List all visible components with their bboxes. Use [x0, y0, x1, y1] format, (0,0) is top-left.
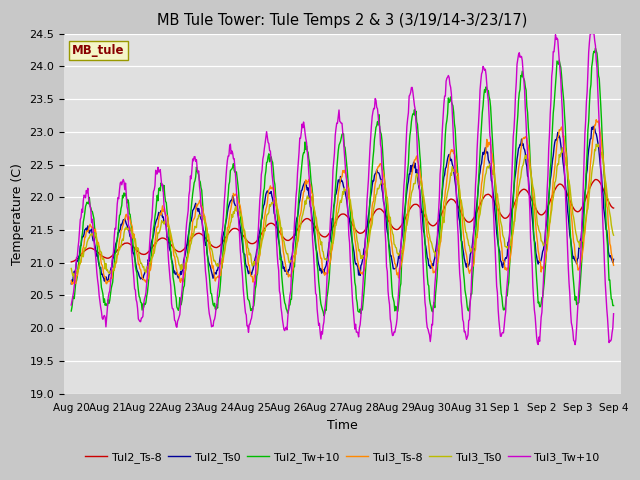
Text: MB_tule: MB_tule: [72, 44, 125, 58]
Tul3_Tw+10: [217, 256, 225, 262]
Tul2_Ts0: [67, 281, 75, 287]
Tul3_Ts0: [595, 141, 602, 147]
Tul2_Ts0: [408, 162, 416, 168]
Tul3_Ts0: [78, 252, 86, 258]
Tul3_Tw+10: [77, 215, 85, 220]
Tul3_Ts0: [189, 231, 196, 237]
Tul3_Tw+10: [133, 300, 141, 305]
Tul2_Tw+10: [77, 242, 85, 248]
Tul3_Ts-8: [425, 242, 433, 248]
Tul2_Ts0: [133, 267, 141, 273]
Tul3_Ts-8: [409, 165, 417, 170]
Tul2_Ts-8: [133, 248, 141, 253]
Tul3_Ts0: [70, 277, 78, 283]
Tul3_Tw+10: [572, 342, 579, 348]
Tul2_Tw+10: [188, 198, 196, 204]
Tul3_Ts-8: [593, 117, 600, 122]
Tul3_Ts0: [67, 265, 75, 271]
Tul2_Ts-8: [188, 235, 196, 241]
Tul2_Ts-8: [408, 203, 416, 209]
Tul3_Ts-8: [67, 278, 75, 284]
Tul3_Tw+10: [67, 302, 75, 308]
Tul3_Ts-8: [189, 219, 196, 225]
Tul3_Ts-8: [68, 281, 76, 287]
Tul3_Ts-8: [78, 252, 86, 258]
Tul2_Ts-8: [591, 177, 599, 182]
Tul2_Tw+10: [133, 270, 141, 276]
Tul3_Ts0: [425, 230, 433, 236]
Line: Tul3_Ts-8: Tul3_Ts-8: [71, 120, 614, 284]
Tul3_Tw+10: [610, 311, 618, 317]
Tul2_Ts-8: [610, 205, 618, 211]
Tul2_Tw+10: [409, 111, 417, 117]
X-axis label: Time: Time: [327, 419, 358, 432]
Tul2_Tw+10: [320, 313, 328, 319]
Line: Tul3_Tw+10: Tul3_Tw+10: [71, 34, 614, 345]
Tul3_Tw+10: [587, 31, 595, 36]
Tul2_Ts0: [77, 243, 85, 249]
Line: Tul2_Ts-8: Tul2_Ts-8: [71, 180, 614, 262]
Tul3_Tw+10: [188, 167, 196, 173]
Tul2_Ts-8: [424, 219, 432, 225]
Tul3_Ts0: [409, 186, 417, 192]
Tul2_Tw+10: [425, 283, 433, 289]
Tul3_Tw+10: [424, 326, 432, 332]
Title: MB Tule Tower: Tule Temps 2 & 3 (3/19/14-3/23/17): MB Tule Tower: Tule Temps 2 & 3 (3/19/14…: [157, 13, 527, 28]
Tul2_Ts0: [424, 256, 432, 262]
Tul3_Ts-8: [218, 266, 225, 272]
Tul2_Ts-8: [67, 259, 75, 265]
Tul2_Ts0: [217, 252, 225, 257]
Line: Tul3_Ts0: Tul3_Ts0: [71, 144, 614, 280]
Tul2_Ts0: [589, 123, 597, 129]
Line: Tul2_Tw+10: Tul2_Tw+10: [71, 48, 614, 316]
Tul2_Ts-8: [77, 252, 85, 258]
Line: Tul2_Ts0: Tul2_Ts0: [71, 126, 614, 284]
Tul2_Tw+10: [67, 308, 75, 314]
Tul2_Ts0: [610, 256, 618, 262]
Tul2_Tw+10: [610, 303, 618, 309]
Y-axis label: Temperature (C): Temperature (C): [11, 163, 24, 264]
Tul3_Ts-8: [610, 263, 618, 268]
Tul3_Tw+10: [408, 84, 416, 90]
Tul2_Tw+10: [591, 46, 599, 51]
Tul3_Ts0: [610, 232, 618, 238]
Tul2_Ts-8: [217, 242, 225, 248]
Legend: Tul2_Ts-8, Tul2_Ts0, Tul2_Tw+10, Tul3_Ts-8, Tul3_Ts0, Tul3_Tw+10: Tul2_Ts-8, Tul2_Ts0, Tul2_Tw+10, Tul3_Ts…: [81, 447, 604, 467]
Tul2_Tw+10: [217, 278, 225, 284]
Tul3_Ts0: [134, 245, 141, 251]
Tul3_Ts-8: [134, 253, 141, 259]
Tul2_Ts0: [188, 214, 196, 220]
Tul3_Ts0: [218, 261, 225, 266]
